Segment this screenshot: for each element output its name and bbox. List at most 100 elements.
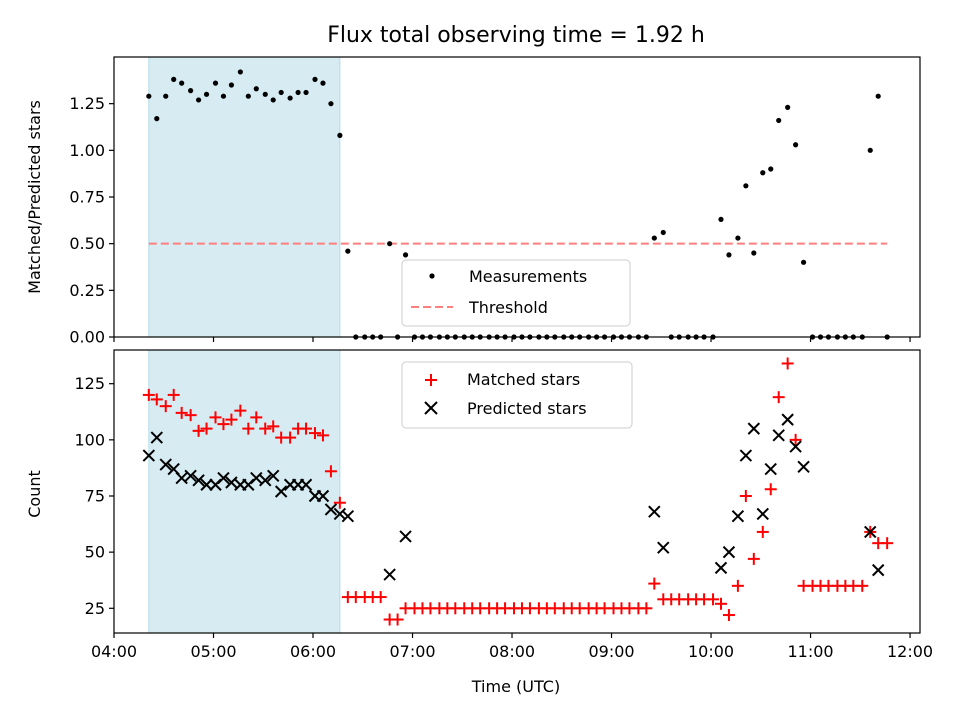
measurement-point (867, 147, 873, 153)
matched-star-point (756, 525, 769, 538)
matched-star-point (225, 413, 238, 426)
predicted-star-point (250, 471, 263, 485)
measurement-point (295, 89, 301, 96)
matched-star-point (764, 483, 777, 496)
bottom-y-tick-label: 75 (85, 486, 105, 505)
top-y-tick-label: 0.00 (69, 328, 105, 347)
bottom-y-tick-label: 25 (85, 599, 105, 618)
bottom-y-tick-label: 100 (74, 430, 105, 449)
predicted-star-point (341, 509, 355, 523)
legend-threshold-label: Threshold (468, 298, 548, 317)
measurement-point (726, 252, 732, 258)
predicted-star-point (299, 478, 313, 491)
x-stroke (150, 431, 163, 444)
x-stroke (756, 507, 769, 521)
predicted-star-point (324, 503, 338, 516)
measurement-point (328, 101, 334, 107)
measurement-point (875, 93, 881, 99)
x-stroke (731, 509, 745, 523)
predicted-star-point (175, 471, 188, 485)
legend-matched-label: Matched stars (467, 370, 580, 389)
predicted-star-point (142, 449, 156, 462)
matched-star-point (316, 429, 329, 442)
measurement-point (203, 91, 210, 97)
matched-star-point (192, 424, 205, 437)
predicted-star-point (657, 541, 670, 554)
matched-star-point (184, 409, 197, 422)
x-stroke (175, 471, 188, 485)
measurement-point (154, 116, 160, 122)
matched-star-point (739, 489, 752, 502)
measurement-point (278, 89, 284, 96)
measurement-point (163, 93, 169, 99)
matched-star-point (640, 602, 653, 615)
measurement-point (735, 235, 741, 241)
measurement-point (776, 117, 782, 124)
x-stroke (764, 462, 777, 476)
x-tick-label: 09:00 (588, 642, 634, 661)
matched-star-point (731, 579, 744, 592)
measurement-point (785, 104, 791, 110)
measurement-point (345, 248, 351, 254)
predicted-star-point (274, 485, 288, 498)
predicted-star-point (200, 478, 213, 491)
matched-star-point (234, 404, 247, 417)
x-tick-label: 08:00 (489, 642, 535, 661)
matched-star-point (250, 411, 263, 424)
matched-star-point (167, 388, 180, 401)
measurement-point (718, 216, 724, 222)
matched-star-point (789, 433, 802, 446)
matched-star-point (200, 422, 213, 435)
predicted-star-point (150, 431, 163, 444)
top-legend: Measurements Threshold (401, 259, 631, 327)
top-y-tick-label: 0.75 (69, 188, 105, 207)
measurement-point (768, 166, 774, 172)
predicted-star-point (217, 471, 230, 485)
measurement-point (303, 89, 309, 96)
top-y-axis-label: Matched/Predicted stars (25, 100, 44, 294)
measurement-point (793, 142, 799, 148)
matched-star-point (242, 422, 255, 435)
matched-star-point (309, 427, 322, 440)
measurement-point (237, 69, 243, 75)
legend-measurements-label: Measurements (469, 267, 587, 286)
predicted-star-point (383, 568, 396, 581)
x-stroke (200, 478, 213, 491)
legend-dot-icon (429, 273, 435, 279)
x-stroke (274, 485, 288, 498)
x-stroke (781, 413, 794, 426)
measurement-point (179, 80, 185, 86)
top-y-tick-label: 0.25 (69, 281, 105, 300)
matched-star-point (259, 422, 272, 435)
predicted-star-point (259, 474, 272, 487)
x-stroke (399, 530, 412, 543)
legend-x-icon (424, 401, 438, 415)
x-stroke (299, 478, 313, 491)
top-highlight-span (148, 56, 341, 338)
measurement-point (320, 80, 326, 86)
measurement-point (188, 88, 194, 94)
measurement-point (402, 252, 409, 258)
measurement-point (146, 93, 152, 99)
predicted-star-point (781, 413, 794, 426)
top-y-ticks: 0.00 0.25 0.50 0.75 1.00 1.25 (69, 94, 114, 347)
matched-star-point (209, 411, 222, 424)
bottom-x-ticks: 04:00 05:00 06:00 07:00 08:00 09:00 10:00 11:00… (91, 633, 933, 661)
matched-star-point (324, 465, 337, 478)
x-stroke (797, 460, 810, 474)
top-axes-frame (113, 56, 921, 338)
x-stroke (184, 469, 197, 482)
x-stroke (259, 474, 272, 487)
x-stroke (747, 422, 761, 435)
top-x-ticks (113, 337, 911, 342)
x-stroke (739, 449, 753, 462)
matched-star-point (714, 597, 727, 610)
measurement-point (262, 91, 268, 97)
predicted-star-point (789, 440, 802, 453)
measurement-point (660, 229, 666, 236)
matched-star-point (217, 418, 230, 431)
x-stroke (648, 505, 661, 518)
measurement-point (312, 76, 318, 82)
matched-star-point (150, 393, 163, 406)
